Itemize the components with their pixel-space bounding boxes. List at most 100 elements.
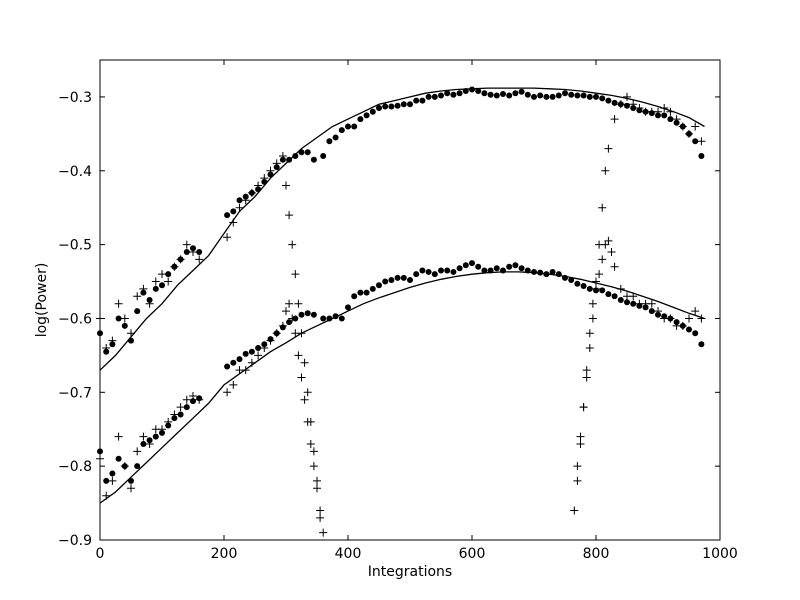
data-point-dot <box>605 97 612 104</box>
data-point-dot <box>196 249 203 255</box>
data-point-dot <box>500 90 506 97</box>
data-point-dot <box>413 97 420 104</box>
data-point-dot <box>425 268 432 275</box>
data-point-plus <box>610 115 619 124</box>
data-point-plus <box>616 100 625 109</box>
data-point-dot <box>586 285 593 292</box>
data-point-dot <box>469 86 475 93</box>
data-point-plus <box>313 484 321 493</box>
y-tick-label: −0.9 <box>58 533 92 549</box>
data-point-plus <box>145 440 154 448</box>
data-point-dot <box>236 197 243 204</box>
data-point-plus <box>260 344 269 352</box>
data-point-dot <box>419 97 426 104</box>
data-point-plus <box>582 366 591 375</box>
data-point-dot <box>190 398 196 405</box>
data-point-dot <box>236 356 243 363</box>
data-point-dot <box>140 441 147 447</box>
data-point-dot <box>230 208 237 215</box>
data-point-plus <box>195 395 204 404</box>
data-point-dot <box>599 287 606 294</box>
data-point-dot <box>407 277 413 284</box>
data-point-dot <box>512 90 519 97</box>
data-point-dot <box>183 249 190 255</box>
series-line-0 <box>99 87 705 371</box>
data-point-plus <box>598 203 607 212</box>
data-point-plus <box>247 358 256 367</box>
data-point-dot <box>413 271 420 278</box>
data-point-plus <box>288 314 297 323</box>
data-point-plus <box>158 270 166 279</box>
data-point-dot <box>562 90 568 97</box>
x-tick-label: 200 <box>211 546 238 562</box>
data-point-plus <box>585 329 594 338</box>
y-axis-label: log(Power) <box>34 263 50 338</box>
data-point-dot <box>574 280 581 287</box>
data-point-dot <box>121 322 128 329</box>
data-point-plus <box>592 284 600 293</box>
y-tick-label: −0.4 <box>58 164 92 180</box>
data-point-plus <box>247 188 256 197</box>
data-point-dot <box>128 477 134 484</box>
data-point-dot <box>357 116 364 123</box>
data-point-dot <box>431 271 438 278</box>
data-point-plus <box>685 314 693 323</box>
data-point-plus <box>660 104 669 112</box>
data-point-plus <box>272 159 281 168</box>
data-point-plus <box>592 277 600 286</box>
data-point-plus <box>151 277 160 286</box>
data-point-dot <box>400 101 407 108</box>
data-point-plus <box>102 344 111 352</box>
data-point-dot <box>286 156 293 163</box>
data-point-dot <box>456 90 463 97</box>
data-point-dot <box>310 311 317 318</box>
data-point-plus <box>595 270 604 279</box>
data-point-dot <box>345 304 351 311</box>
data-point-dot <box>617 297 624 303</box>
data-point-plus <box>241 366 250 375</box>
data-point-dot <box>224 363 231 370</box>
data-point-dot <box>326 315 333 322</box>
x-tick-label: 400 <box>335 546 362 562</box>
data-point-dot <box>248 348 255 355</box>
data-point-plus <box>573 462 582 471</box>
data-point-plus <box>108 336 117 345</box>
data-point-plus <box>278 321 287 330</box>
data-point-dot <box>524 267 531 274</box>
data-point-plus <box>678 122 687 131</box>
data-point-dot <box>320 315 327 322</box>
data-point-dot <box>562 274 568 281</box>
data-point-dot <box>369 108 376 115</box>
data-point-plus <box>316 506 325 515</box>
data-point-plus <box>678 321 687 330</box>
data-point-plus <box>300 395 309 404</box>
data-point-plus <box>576 440 585 448</box>
data-point-dot <box>487 267 494 274</box>
data-point-plus <box>223 233 232 242</box>
data-point-plus <box>629 292 638 301</box>
data-point-plus <box>282 307 290 316</box>
data-point-plus <box>691 307 700 316</box>
data-point-dot <box>115 315 122 322</box>
data-point-plus <box>604 144 613 153</box>
data-point-plus <box>697 137 706 146</box>
data-point-dot <box>611 293 618 300</box>
data-point-dot <box>518 265 525 272</box>
data-point-dot <box>450 268 457 275</box>
data-point-dot <box>686 326 692 333</box>
data-point-dot <box>537 92 544 99</box>
data-point-dot <box>475 88 482 95</box>
data-point-plus <box>282 181 290 190</box>
data-point-plus <box>285 211 294 220</box>
data-point-dot <box>128 337 134 344</box>
data-point-dot <box>493 92 500 99</box>
data-point-dot <box>286 319 293 326</box>
data-point-dot <box>450 91 457 98</box>
data-point-dot <box>388 103 395 110</box>
data-point-dot <box>586 93 593 100</box>
data-point-dot <box>431 93 438 100</box>
x-tick-label: 600 <box>459 546 486 562</box>
data-point-plus <box>319 528 328 537</box>
data-point-dot <box>549 268 556 275</box>
